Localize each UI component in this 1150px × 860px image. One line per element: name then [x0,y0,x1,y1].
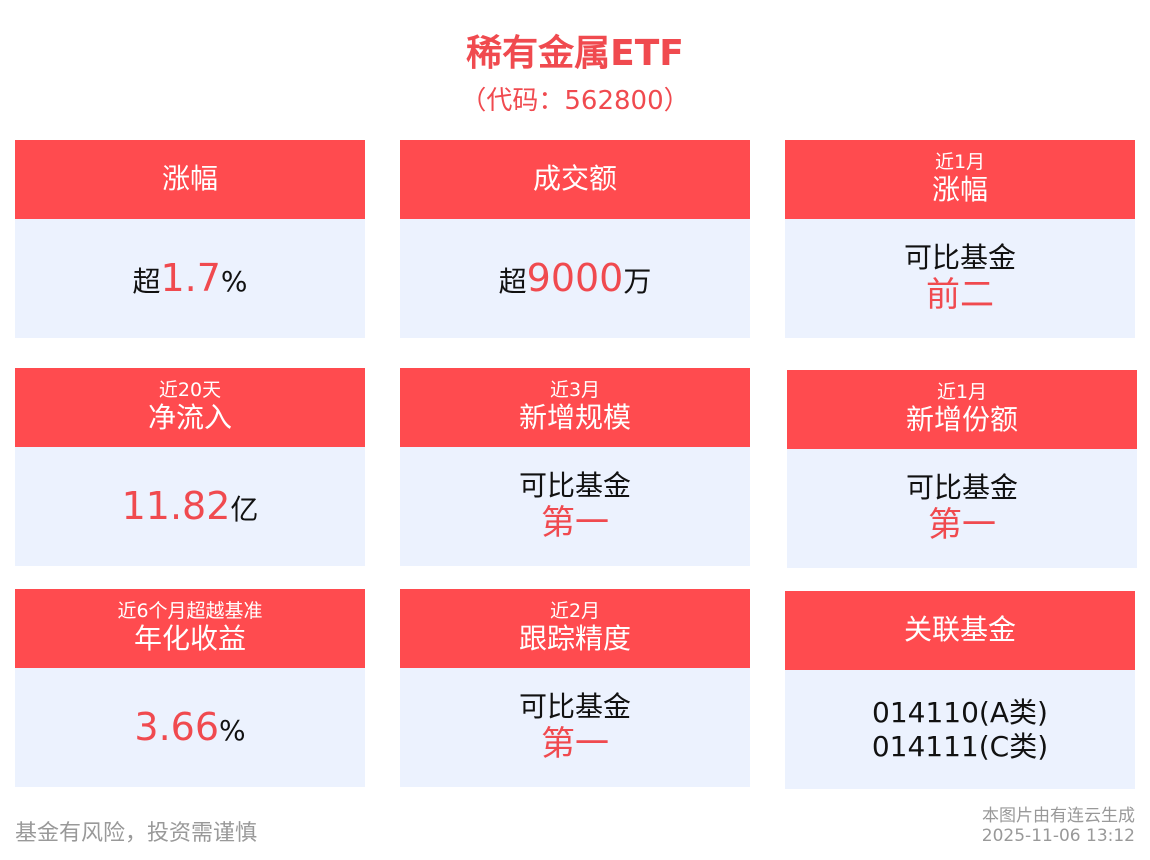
card-header: 近2月 跟踪精度 [400,589,750,668]
comparison-label: 可比基金 [905,471,1018,505]
card-body: 可比基金 第一 [787,449,1137,568]
rank-value: 前二 [926,274,994,315]
card-title: 跟踪精度 [518,622,631,656]
card-header: 近3月 新增规模 [400,368,750,447]
card-body: 3.66% [15,668,365,787]
card-subtitle: 近20天 [158,379,222,402]
card-title: 成交额 [532,162,617,196]
comparison-label: 可比基金 [518,690,631,724]
card-title: 涨幅 [161,162,218,196]
card-subtitle: 近6个月超越基准 [117,600,263,623]
rank-value: 第一 [541,502,609,543]
card-body: 超1.7% [15,219,365,338]
card-scale-growth: 近3月 新增规模 可比基金 第一 [400,368,750,566]
timestamp: 2025-11-06 13:12 [981,826,1135,847]
card-body: 可比基金 前二 [785,219,1135,338]
card-month-change: 近1月 涨幅 可比基金 前二 [785,140,1135,338]
card-header: 成交额 [400,140,750,219]
card-change: 涨幅超1.7% [15,140,365,338]
card-body: 014110(A类) 014111(C类) [785,670,1135,789]
card-title: 新增规模 [518,401,631,435]
source-text: 本图片由有连云生成 [982,806,1135,826]
card-header: 近6个月超越基准 年化收益 [15,589,365,668]
card-subtitle: 近1月 [934,151,986,174]
card-subtitle: 近1月 [936,381,988,404]
risk-disclaimer: 基金有风险，投资需谨慎 [15,821,258,846]
card-title: 关联基金 [903,613,1016,647]
card-title: 净流入 [147,401,232,435]
card-header: 近20天 净流入 [15,368,365,447]
metric-value: 11.82亿 [121,483,259,528]
card-body: 可比基金 第一 [400,668,750,787]
card-header: 涨幅 [15,140,365,219]
fund-code: （代码：562800） [460,86,690,116]
card-title: 涨幅 [931,173,988,207]
card-share-growth: 近1月 新增份额 可比基金 第一 [787,370,1137,568]
card-header: 近1月 涨幅 [785,140,1135,219]
card-header: 关联基金 [785,591,1135,670]
card-subtitle: 近2月 [549,600,601,623]
card-title: 新增份额 [905,403,1018,437]
card-excess-return: 近6个月超越基准 年化收益 3.66% [15,589,365,787]
card-tracking-accuracy: 近2月 跟踪精度 可比基金 第一 [400,589,750,787]
card-net-inflow: 近20天 净流入 11.82亿 [15,368,365,566]
metric-value: 超1.7% [132,255,248,300]
fund-code-c: 014111(C类) [871,729,1049,763]
card-body: 超9000万 [400,219,750,338]
metric-value: 超9000万 [498,255,652,300]
card-related-funds: 关联基金 014110(A类) 014111(C类) [785,591,1135,789]
comparison-label: 可比基金 [518,469,631,503]
card-header: 近1月 新增份额 [787,370,1137,449]
card-title: 年化收益 [133,622,246,656]
rank-value: 第一 [541,723,609,764]
card-subtitle: 近3月 [549,379,601,402]
metric-value: 3.66% [134,704,246,749]
comparison-label: 可比基金 [903,241,1016,275]
card-turnover: 成交额超9000万 [400,140,750,338]
page-title: 稀有金属ETF [466,33,684,74]
rank-value: 第一 [928,504,996,545]
source-info: 本图片由有连云生成 2025-11-06 13:12 [982,806,1135,847]
card-body: 可比基金 第一 [400,447,750,566]
fund-code-a: 014110(A类) [872,695,1048,729]
card-body: 11.82亿 [15,447,365,566]
